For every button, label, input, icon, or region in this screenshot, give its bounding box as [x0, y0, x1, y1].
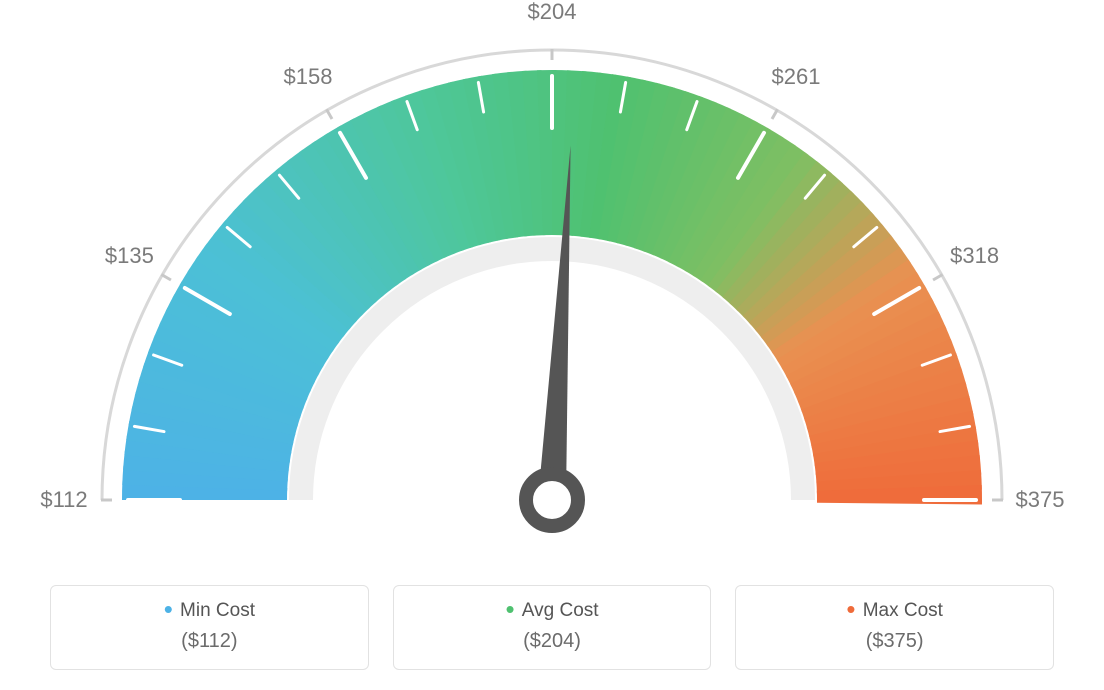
gauge-tick-label: $135 — [105, 243, 154, 269]
legend-max-value: ($375) — [736, 630, 1053, 653]
gauge-tick-label: $204 — [528, 0, 577, 25]
legend-card-avg: Avg Cost ($204) — [393, 585, 712, 670]
gauge-svg — [0, 0, 1104, 560]
gauge-tick-label: $375 — [1016, 487, 1065, 513]
gauge-chart: $112 $135 $158 $204 $261 $318 $375 — [0, 0, 1104, 560]
legend-max-label: Max Cost — [736, 600, 1053, 622]
legend-min-value: ($112) — [51, 630, 368, 653]
legend-card-min: Min Cost ($112) — [50, 585, 369, 670]
legend-card-max: Max Cost ($375) — [735, 585, 1054, 670]
legend-row: Min Cost ($112) Avg Cost ($204) Max Cost… — [0, 585, 1104, 670]
legend-avg-value: ($204) — [394, 630, 711, 653]
gauge-tick-label: $261 — [772, 64, 821, 90]
legend-avg-label: Avg Cost — [394, 600, 711, 622]
gauge-tick-label: $112 — [40, 487, 87, 513]
gauge-tick-label: $158 — [284, 64, 333, 90]
gauge-tick-label: $318 — [950, 243, 999, 269]
legend-min-label: Min Cost — [51, 600, 368, 622]
